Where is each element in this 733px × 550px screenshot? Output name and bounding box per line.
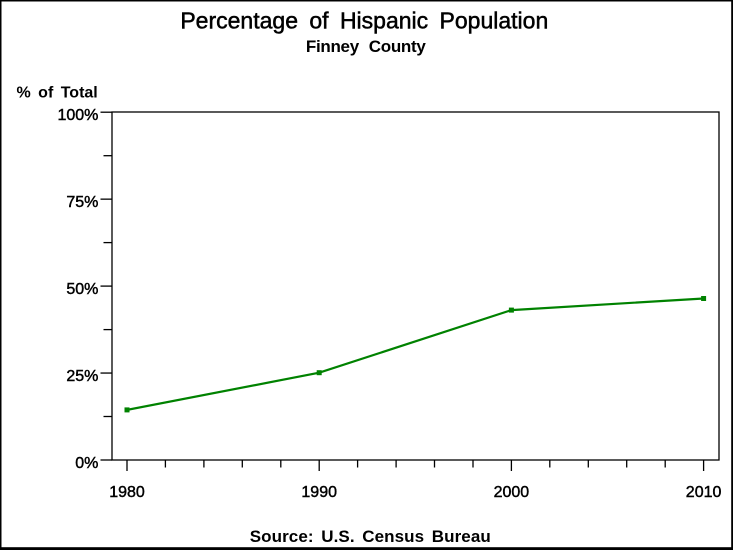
svg-text:2010: 2010 — [686, 484, 722, 501]
svg-text:% of Total: % of Total — [17, 85, 98, 102]
svg-text:50%: 50% — [66, 281, 98, 298]
svg-text:0%: 0% — [75, 455, 98, 472]
svg-text:1990: 1990 — [301, 484, 337, 501]
svg-text:1980: 1980 — [109, 484, 145, 501]
svg-text:100%: 100% — [57, 107, 98, 124]
svg-text:Finney County: Finney County — [306, 37, 426, 56]
svg-text:Percentage of Hispanic Populat: Percentage of Hispanic Population — [180, 7, 548, 33]
svg-text:25%: 25% — [66, 368, 98, 385]
svg-text:2000: 2000 — [494, 484, 530, 501]
svg-text:75%: 75% — [66, 194, 98, 211]
svg-text:Source: U.S. Census Bureau: Source: U.S. Census Bureau — [250, 527, 491, 546]
